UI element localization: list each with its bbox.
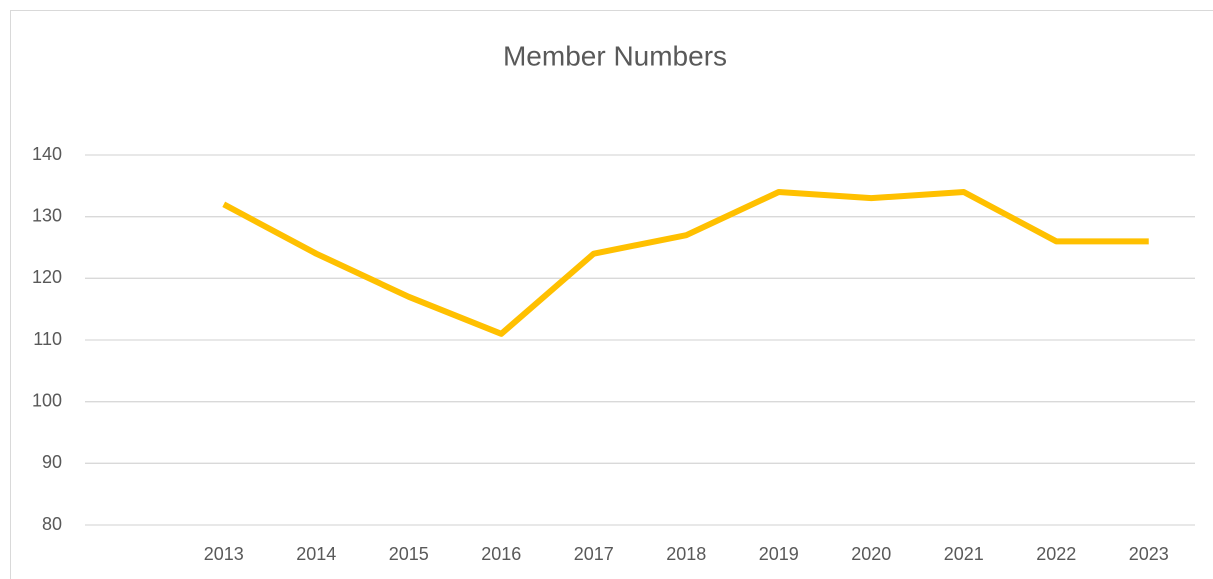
x-tick-label: 2017 [574, 544, 614, 564]
y-tick-label: 80 [42, 514, 62, 534]
x-tick-label: 2020 [851, 544, 891, 564]
x-tick-label: 2013 [204, 544, 244, 564]
y-tick-label: 110 [33, 329, 62, 349]
x-tick-label: 2014 [296, 544, 336, 564]
chart-title: Member Numbers [503, 40, 727, 71]
data-line [222, 189, 1149, 337]
x-tick-label: 2019 [759, 544, 799, 564]
x-tick-label: 2016 [481, 544, 521, 564]
x-tick-label: 2018 [666, 544, 706, 564]
x-tick-label: 2015 [389, 544, 429, 564]
chart-frame [10, 10, 1213, 579]
x-tick-label: 2022 [1036, 544, 1076, 564]
y-tick-label: 90 [42, 452, 62, 472]
y-tick-label: 130 [32, 205, 62, 225]
y-tick-label: 120 [32, 267, 62, 287]
x-tick-label: 2023 [1129, 544, 1169, 564]
y-tick-label: 100 [32, 390, 62, 410]
x-tick-label: 2021 [944, 544, 984, 564]
y-tick-label: 140 [32, 144, 62, 164]
